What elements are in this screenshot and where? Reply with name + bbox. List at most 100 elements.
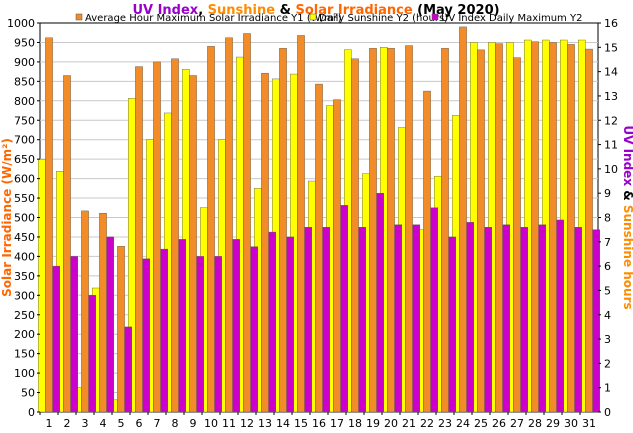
right-tick-label: 15 (604, 41, 618, 54)
legend: Average Hour Maximum Solar Irradiance Y1… (75, 13, 582, 24)
left-tick-label: 350 (14, 270, 35, 283)
x-tick-label: 6 (136, 417, 143, 430)
bar-series-0-day-1 (45, 37, 53, 413)
title-part-1: , (198, 3, 207, 18)
bar-series-0-day-16 (315, 83, 323, 413)
x-tick-label: 14 (276, 417, 290, 430)
right-tick-label: 6 (604, 260, 611, 273)
bar-series-0-day-26 (495, 43, 503, 413)
right-tick-label: 9 (604, 187, 611, 200)
bar-series-0-day-13 (261, 72, 269, 413)
right-tick-label: 1 (604, 382, 611, 395)
title-part-4: Solar Irradiance (295, 3, 412, 18)
bar-series-2-day-20 (394, 224, 403, 413)
x-tick-label: 28 (528, 417, 542, 430)
left-tick-label: 950 (14, 36, 35, 49)
bar-series-2-day-29 (556, 219, 564, 413)
x-tick-label: 13 (258, 417, 272, 430)
bar-series-2-day-28 (538, 224, 546, 413)
x-tick-label: 24 (456, 417, 470, 430)
left-tick-label: 300 (14, 289, 35, 302)
x-tick-label: 12 (240, 417, 254, 430)
x-tick-label: 21 (402, 417, 416, 430)
x-tick-label: 18 (348, 417, 362, 430)
right-tick-label: 10 (604, 163, 618, 176)
bar-series-0-day-29 (549, 42, 557, 413)
bar-series-0-day-2 (63, 75, 71, 413)
bar-series-0-day-6 (135, 66, 143, 413)
left-tick-label: 500 (14, 212, 35, 225)
bar-series-0-day-8 (171, 58, 179, 413)
x-tick-label: 5 (118, 417, 125, 430)
bar-series-0-day-5 (117, 246, 125, 413)
bar-series-2-day-10 (214, 256, 223, 413)
bar-series-0-day-22 (423, 90, 431, 413)
left-tick-label: 200 (14, 328, 35, 341)
bar-series-2-day-15 (304, 227, 313, 413)
right-tick-label: 14 (604, 66, 618, 79)
right-tick-label: 13 (604, 90, 618, 103)
legend-swatch-1 (309, 13, 317, 21)
x-tick-label: 26 (492, 417, 506, 430)
left-tick-label: 550 (14, 192, 35, 205)
x-tick-label: 10 (204, 417, 218, 430)
left-tick-label: 1000 (7, 17, 35, 30)
x-tick-label: 8 (172, 417, 179, 430)
right-axis-title: UV Index & Sunshine hours (621, 125, 633, 309)
right-tick-label: 3 (604, 333, 611, 346)
bar-series-2-day-14 (286, 236, 295, 413)
right-title-part-2: Sunshine hours (621, 205, 633, 310)
bar-series-2-day-1 (52, 265, 60, 413)
bar-series-0-day-31 (585, 48, 593, 413)
legend-swatch-0 (75, 13, 83, 21)
bar-series-0-day-28 (531, 41, 539, 413)
bar-series-0-day-25 (477, 49, 485, 413)
right-tick-label: 4 (604, 309, 611, 322)
bar-series-0-day-14 (279, 48, 287, 413)
x-tick-label: 7 (154, 417, 161, 430)
x-tick-label: 31 (582, 417, 596, 430)
bar-series-0-day-20 (387, 48, 395, 413)
left-tick-label: 650 (14, 153, 35, 166)
bar-series-2-day-19 (376, 192, 385, 413)
right-tick-label: 5 (604, 284, 611, 297)
bar-series-2-day-27 (520, 227, 528, 413)
left-tick-label: 850 (14, 75, 35, 88)
bar-series-2-day-21 (412, 224, 421, 413)
legend-swatch-2 (431, 13, 439, 21)
x-tick-label: 17 (330, 417, 344, 430)
bar-series-0-day-4 (99, 213, 107, 413)
left-tick-label: 50 (21, 387, 35, 400)
left-tick-label: 150 (14, 348, 35, 361)
left-axis-title: Solar Irradiance (W/m²) (0, 138, 14, 297)
bar-series-2-day-23 (448, 236, 457, 413)
bar-series-2-day-17 (340, 205, 349, 413)
bar-series-0-day-17 (333, 99, 341, 413)
right-tick-label: 2 (604, 357, 611, 370)
bar-series-2-day-6 (142, 258, 151, 413)
bar-series-0-day-24 (459, 26, 467, 413)
x-tick-label: 3 (82, 417, 89, 430)
bar-series-2-day-26 (502, 224, 511, 413)
left-tick-label: 250 (14, 309, 35, 322)
x-tick-label: 19 (366, 417, 380, 430)
left-tick-label: 100 (14, 367, 35, 380)
left-tick-label: 450 (14, 231, 35, 244)
legend-label-0: Average Hour Maximum Solar Irradiance Y1… (85, 13, 342, 24)
x-tick-label: 2 (64, 417, 71, 430)
bar-series-2-day-31 (592, 229, 600, 413)
bar-series-2-day-3 (88, 295, 96, 413)
legend-label-2: UV Index Daily Maximum Y2 (441, 13, 582, 24)
title-part-3: & (275, 3, 295, 18)
bar-series-0-day-27 (513, 57, 521, 413)
left-axis-ticks: 0 50 100 150 200 250 300 350 400 450 500 550 600 650 7… (7, 17, 40, 419)
bar-series-1-day-1 (38, 158, 46, 413)
bar-series-0-day-7 (153, 61, 161, 413)
bar-series-2-day-2 (70, 256, 78, 413)
bar-series-0-day-19 (369, 48, 377, 413)
left-tick-label: 900 (14, 56, 35, 69)
left-tick-label: 600 (14, 173, 35, 186)
bar-series-0-day-11 (225, 37, 233, 413)
